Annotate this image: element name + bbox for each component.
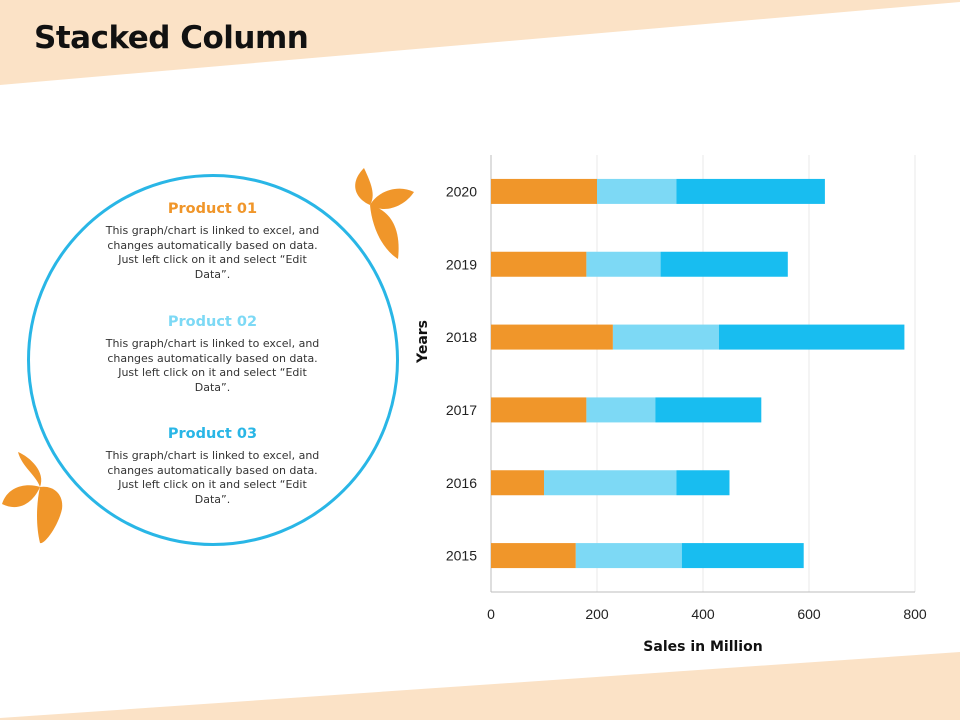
- x-tick-label: 200: [585, 606, 609, 622]
- bar-2016-product-03: [676, 470, 730, 496]
- product-02-title: Product 02: [167, 314, 258, 330]
- y-tick-label: 2018: [446, 329, 477, 345]
- bar-2017-product-03: [655, 397, 762, 423]
- bar-2020-product-03: [676, 178, 825, 204]
- x-tick-label: 0: [487, 606, 495, 622]
- product-03-block: Product 03 This graph/chart is linked to…: [105, 426, 320, 507]
- bar-2019-product-03: [660, 251, 788, 277]
- bottom-band: [0, 652, 960, 720]
- bar-2015-product-02: [575, 543, 682, 569]
- product-02-description: This graph/chart is linked to excel, and…: [105, 337, 320, 394]
- product-03-title: Product 03: [167, 426, 258, 442]
- product-02-block: Product 02 This graph/chart is linked to…: [105, 314, 320, 395]
- y-axis-label: Years: [415, 320, 431, 364]
- bar-2018-product-01: [491, 324, 613, 350]
- x-tick-label: 400: [691, 606, 715, 622]
- bar-2020-product-01: [491, 178, 597, 204]
- bar-2019-product-02: [586, 251, 661, 277]
- bar-2016-product-02: [544, 470, 677, 496]
- bar-2018-product-03: [718, 324, 905, 350]
- x-tick-label: 600: [797, 606, 821, 622]
- x-tick-label: 800: [903, 606, 927, 622]
- product-03-description: This graph/chart is linked to excel, and…: [105, 449, 320, 506]
- bar-2017-product-01: [491, 397, 587, 423]
- bar-2015-product-01: [491, 543, 576, 569]
- x-axis-label: Sales in Million: [643, 639, 762, 655]
- product-01-title: Product 01: [167, 201, 258, 217]
- y-tick-label: 2020: [446, 183, 477, 199]
- bar-2020-product-02: [597, 178, 677, 204]
- bar-2016-product-01: [491, 470, 544, 496]
- product-01-description: This graph/chart is linked to excel, and…: [105, 224, 320, 281]
- bar-2019-product-01: [491, 251, 587, 277]
- drops-icon: [355, 168, 414, 259]
- y-tick-label: 2015: [446, 548, 477, 564]
- bar-2015-product-03: [681, 543, 804, 569]
- top-band: [0, 0, 960, 85]
- drops-icon: [2, 452, 63, 544]
- bar-2017-product-02: [586, 397, 656, 423]
- slide-title: Stacked Column: [34, 20, 309, 56]
- info-circle: [27, 174, 399, 546]
- y-tick-label: 2016: [446, 475, 477, 491]
- product-01-block: Product 01 This graph/chart is linked to…: [105, 201, 320, 282]
- y-tick-label: 2019: [446, 256, 477, 272]
- y-tick-label: 2017: [446, 402, 477, 418]
- bar-2018-product-02: [612, 324, 719, 350]
